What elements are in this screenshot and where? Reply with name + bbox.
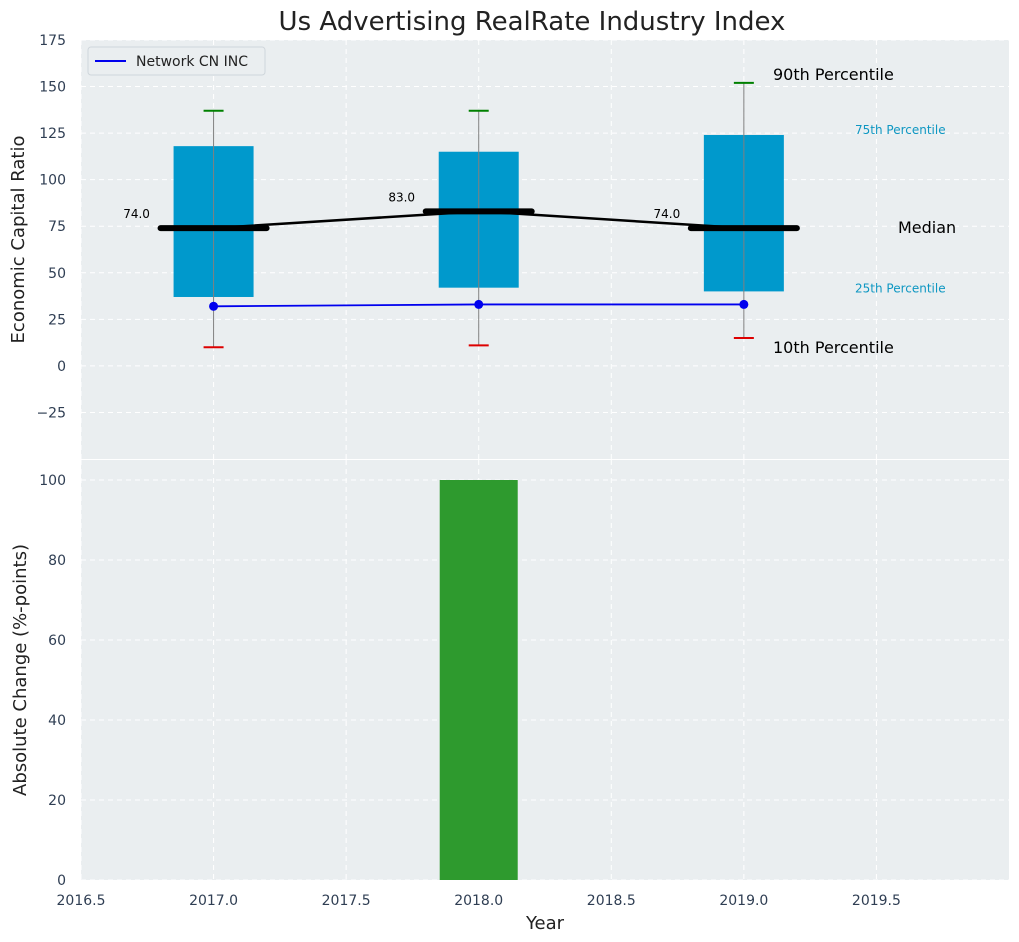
annotation-75th: 75th Percentile bbox=[855, 123, 946, 137]
top-y-tick-label: −25 bbox=[36, 405, 66, 421]
annotation-90th: 90th Percentile bbox=[773, 65, 894, 84]
median-value-label: 83.0 bbox=[388, 190, 415, 204]
top-y-tick-label: 75 bbox=[48, 219, 66, 235]
x-tick-label: 2017.0 bbox=[189, 893, 238, 909]
bottom-panel: 0 20 40 60 80 100 2016.5 2017.0 2017.5 2018.0 2018… bbox=[10, 460, 1009, 934]
x-tick-label: 2019.5 bbox=[852, 893, 901, 909]
bottom-y-tick-label: 0 bbox=[57, 873, 66, 889]
x-tick-label: 2019.0 bbox=[719, 893, 768, 909]
bottom-y-tick-label: 40 bbox=[48, 713, 66, 729]
top-y-tick-label: 100 bbox=[39, 173, 66, 189]
annotation-25th: 25th Percentile bbox=[855, 281, 946, 295]
top-panel: 175 150 125 100 75 50 25 0 −25 74.0 83.0 74.0 90th … bbox=[8, 33, 1009, 459]
top-y-tick-label: 50 bbox=[48, 266, 66, 282]
x-tick-label: 2017.5 bbox=[322, 893, 371, 909]
median-value-label: 74.0 bbox=[123, 207, 150, 221]
top-y-tick-label: 25 bbox=[48, 312, 66, 328]
bottom-y-tick-label: 80 bbox=[48, 553, 66, 569]
bottom-chart-marks bbox=[439, 480, 518, 880]
x-tick-label: 2016.5 bbox=[57, 893, 106, 909]
bottom-plot-background bbox=[81, 460, 1009, 880]
top-y-axis-label: Economic Capital Ratio bbox=[8, 136, 29, 344]
bottom-y-tick-label: 60 bbox=[48, 633, 66, 649]
chart-title: Us Advertising RealRate Industry Index bbox=[279, 7, 786, 37]
median-value-label: 74.0 bbox=[653, 207, 680, 221]
top-y-tick-label: 125 bbox=[39, 126, 66, 142]
top-y-tick-labels: 175 150 125 100 75 50 25 0 −25 bbox=[36, 33, 66, 421]
bottom-y-axis-label: Absolute Change (%-points) bbox=[10, 544, 31, 796]
x-axis-label: Year bbox=[525, 913, 565, 934]
bottom-y-tick-label: 20 bbox=[48, 793, 66, 809]
company-point-2018 bbox=[474, 299, 484, 309]
legend-entry-network-cn-inc: Network CN INC bbox=[136, 54, 248, 70]
change-bar-2018 bbox=[439, 480, 518, 880]
top-chart-marks: 74.0 83.0 74.0 90th Percentile 75th Percenti… bbox=[123, 65, 956, 357]
top-y-tick-label: 150 bbox=[39, 80, 66, 96]
x-tick-label: 2018.5 bbox=[587, 893, 636, 909]
annotation-10th: 10th Percentile bbox=[773, 338, 894, 357]
x-tick-label: 2018.0 bbox=[454, 893, 503, 909]
annotation-median: Median bbox=[898, 218, 956, 237]
bottom-tick-labels: 0 20 40 60 80 100 2016.5 2017.0 2017.5 2018.0 2018… bbox=[39, 473, 901, 909]
bottom-y-tick-label: 100 bbox=[39, 473, 66, 489]
top-y-tick-label: 0 bbox=[57, 359, 66, 375]
legend-box bbox=[87, 46, 266, 76]
legend: Network CN INC bbox=[87, 46, 266, 76]
company-point-2017 bbox=[209, 301, 219, 311]
top-y-tick-label: 175 bbox=[39, 33, 66, 49]
company-point-2019 bbox=[739, 299, 749, 309]
